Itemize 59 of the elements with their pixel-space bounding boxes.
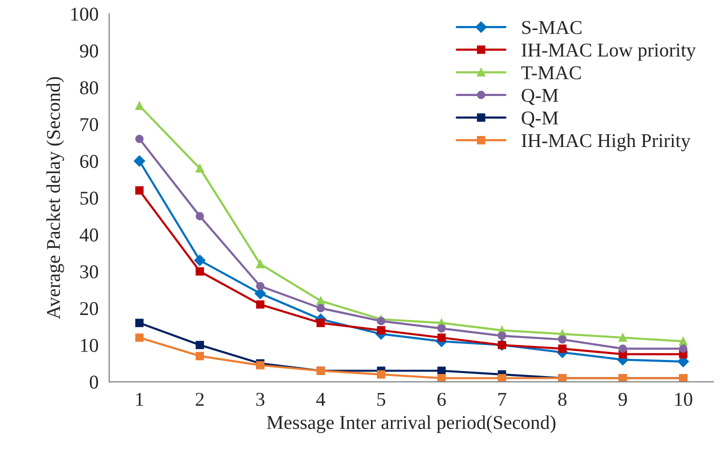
- point: [196, 340, 204, 350]
- y-axis-title: Average Packet delay (Second): [46, 77, 64, 320]
- y-tick-label: 100: [71, 8, 98, 21]
- point: [256, 260, 264, 268]
- x-tick-label: 5: [377, 392, 386, 406]
- point: [196, 352, 204, 360]
- point: [558, 335, 567, 344]
- point: [135, 318, 144, 328]
- x-tick-label: 7: [498, 392, 506, 406]
- y-tick-label: 50: [80, 192, 98, 205]
- legend-label: T-MAC: [521, 66, 581, 80]
- legend-label: Q-M: [522, 88, 558, 105]
- point: [618, 344, 627, 353]
- point: [135, 134, 144, 144]
- point: [134, 155, 146, 167]
- x-tick-label: 9: [618, 392, 627, 406]
- y-tick-label: 90: [80, 44, 98, 58]
- y-tick-label: 40: [80, 228, 98, 242]
- point: [679, 344, 688, 353]
- x-axis-title: Message Inter arrival period(Second): [266, 415, 556, 434]
- point: [256, 300, 264, 309]
- x-tick-label: 8: [558, 392, 566, 406]
- point: [316, 304, 325, 312]
- x-tick-label: 1: [136, 392, 144, 406]
- point: [558, 344, 567, 353]
- legend-label: S-MAC: [522, 20, 582, 34]
- point: [376, 316, 386, 326]
- x-tick-label: 6: [438, 392, 446, 406]
- point: [376, 326, 386, 334]
- y-tick-label: 20: [80, 302, 98, 316]
- point: [196, 267, 204, 276]
- point: [316, 318, 325, 328]
- point: [196, 212, 204, 220]
- y-tick-label: 10: [81, 338, 98, 352]
- point: [135, 333, 144, 342]
- point: [437, 333, 446, 342]
- y-tick-label: 0: [90, 376, 98, 389]
- legend-label: IH-MAC High Pririty: [522, 134, 690, 152]
- point: [679, 337, 688, 346]
- point: [498, 332, 506, 340]
- point: [194, 254, 206, 266]
- y-tick-label: 30: [80, 265, 98, 278]
- x-tick-label: 4: [316, 392, 326, 406]
- point: [135, 102, 144, 110]
- point: [316, 296, 325, 306]
- point: [256, 282, 264, 290]
- point: [135, 186, 144, 195]
- legend-label: Q-M: [522, 112, 558, 128]
- point: [376, 370, 386, 379]
- y-tick-label: 80: [80, 81, 98, 94]
- x-tick-label: 2: [196, 392, 204, 406]
- point: [618, 333, 627, 342]
- x-tick-label: 3: [256, 392, 264, 406]
- point: [196, 164, 204, 173]
- x-tick-label: 10: [675, 392, 692, 406]
- y-tick-label: 60: [80, 154, 98, 168]
- y-tick-label: 70: [80, 118, 98, 132]
- point: [437, 324, 446, 333]
- legend-label: IH-MAC Low priority: [522, 44, 696, 61]
